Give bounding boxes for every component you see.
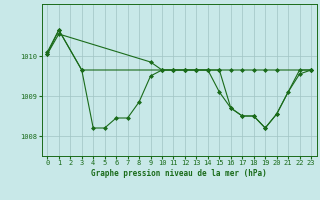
X-axis label: Graphe pression niveau de la mer (hPa): Graphe pression niveau de la mer (hPa) <box>91 169 267 178</box>
